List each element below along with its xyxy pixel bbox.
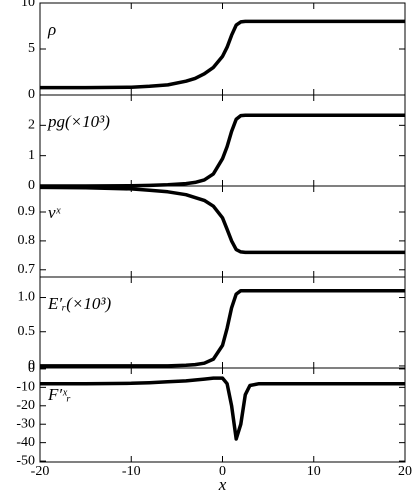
- panel-label: pg(×10³): [47, 112, 110, 131]
- panel-label: ρ: [47, 20, 56, 39]
- x-axis-label: x: [218, 475, 227, 491]
- y-tick-label: 0.7: [18, 262, 36, 277]
- data-line: [39, 185, 405, 255]
- data-line: [40, 376, 405, 441]
- y-tick-label: 10: [21, 0, 35, 10]
- y-tick-label: -10: [16, 380, 35, 395]
- y-tick-label: 5: [28, 41, 35, 56]
- panel-frame: [39, 185, 406, 278]
- panel-label: E′ᵣ(×10³): [47, 294, 112, 313]
- x-tick-label: 10: [307, 464, 321, 479]
- y-tick-label: 1.0: [18, 290, 36, 305]
- y-tick-label: -50: [16, 453, 35, 468]
- panel-label: vˣ: [48, 203, 62, 222]
- y-tick-label: 0: [28, 178, 35, 193]
- y-tick-label: 0: [28, 358, 35, 373]
- y-tick-label: 0.5: [18, 324, 36, 339]
- data-line: [40, 19, 405, 90]
- y-tick-label: 2: [28, 118, 35, 133]
- y-tick-label: -40: [16, 435, 35, 450]
- panel-label: F′ˣᵣ: [47, 385, 71, 404]
- panel-frame: [39, 94, 406, 187]
- data-line: [40, 288, 405, 368]
- panel-frame: [39, 2, 406, 96]
- y-tick-label: -20: [16, 398, 35, 413]
- x-tick-label: -10: [122, 464, 141, 479]
- y-tick-label: 0: [28, 87, 35, 102]
- x-tick-label: 0: [219, 464, 226, 479]
- y-tick-label: 1: [28, 148, 35, 163]
- y-tick-label: 0.8: [18, 233, 36, 248]
- data-line: [40, 113, 405, 188]
- y-tick-label: -30: [16, 416, 35, 431]
- x-tick-label: 20: [398, 464, 412, 479]
- x-tick-label: -20: [31, 464, 50, 479]
- y-tick-label: 0: [28, 361, 35, 376]
- y-tick-label: 0.9: [18, 204, 36, 219]
